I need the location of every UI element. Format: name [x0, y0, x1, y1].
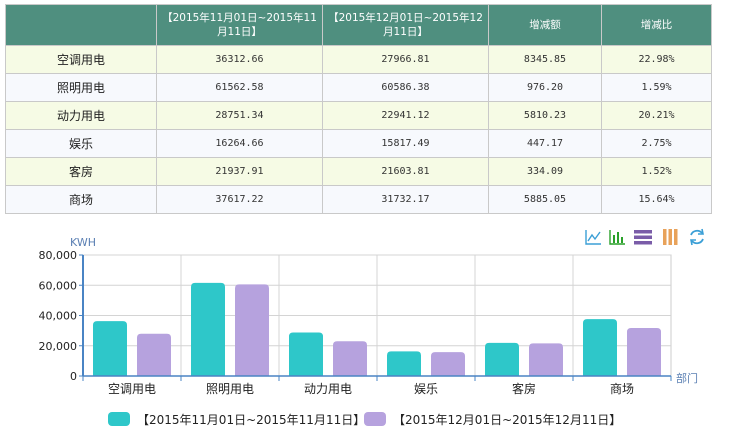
bar[interactable]	[235, 284, 269, 376]
row-category: 空调用电	[5, 45, 157, 74]
row-change-amount: 447.17	[488, 129, 602, 158]
y-tick-label: 40,000	[39, 310, 78, 323]
bar[interactable]	[627, 328, 661, 376]
bar[interactable]	[289, 332, 323, 376]
bar-chart: KWH 部门 0 20,000 40,000 60,000 80,000 空调用电 照明用电…	[39, 228, 704, 427]
legend-label[interactable]: 【2015年12月01日~2015年12月11日】	[393, 413, 621, 427]
bar-chart-icon[interactable]	[609, 229, 625, 245]
y-axis-name: KWH	[70, 236, 96, 249]
row-period-1: 28751.34	[156, 101, 323, 130]
table-row: 动力用电 28751.34 22941.12 5810.23 20.21%	[5, 101, 712, 130]
line-chart-icon[interactable]	[585, 229, 601, 245]
comparison-table: 【2015年11月01日~2015年11月11日】 【2015年12月01日~2…	[5, 4, 712, 214]
legend-swatch[interactable]	[364, 412, 386, 426]
table-row: 商场 37617.22 31732.17 5885.05 15.64%	[5, 185, 712, 214]
y-tick-label: 60,000	[39, 279, 78, 292]
row-change-amount: 5885.05	[488, 185, 602, 214]
row-change-ratio: 2.75%	[601, 129, 712, 158]
row-period-2: 31732.17	[322, 185, 489, 214]
y-tick-label: 0	[70, 370, 77, 383]
table-row: 娱乐 16264.66 15817.49 447.17 2.75%	[5, 129, 712, 158]
row-category: 照明用电	[5, 73, 157, 102]
bar[interactable]	[485, 342, 519, 376]
chart-legend: 【2015年11月01日~2015年11月11日】 【2015年12月01日~20…	[108, 412, 621, 427]
y-tick-label: 80,000	[39, 249, 78, 262]
x-tick-label: 动力用电	[304, 382, 352, 396]
bar[interactable]	[431, 352, 465, 376]
row-period-2: 22941.12	[322, 101, 489, 130]
bar[interactable]	[137, 333, 171, 376]
bar[interactable]	[93, 321, 127, 376]
stack-icon[interactable]	[634, 230, 652, 245]
header-corner	[5, 4, 157, 46]
table-row: 照明用电 61562.58 60586.38 976.20 1.59%	[5, 73, 712, 102]
row-period-1: 16264.66	[156, 129, 323, 158]
row-change-ratio: 15.64%	[601, 185, 712, 214]
chart-axes: 0 20,000 40,000 60,000 80,000 空调用电 照明用电 动力用电 娱乐 客…	[39, 249, 672, 396]
bar[interactable]	[191, 282, 225, 376]
bar[interactable]	[387, 351, 421, 376]
chart-grid	[82, 254, 672, 377]
row-period-2: 27966.81	[322, 45, 489, 74]
row-category: 客房	[5, 157, 157, 186]
header-change-ratio: 增减比	[601, 4, 712, 46]
x-axis-name: 部门	[676, 371, 698, 385]
refresh-icon[interactable]	[690, 228, 704, 246]
x-tick-label: 娱乐	[414, 382, 438, 396]
y-tick-label: 20,000	[39, 340, 78, 353]
x-tick-label: 照明用电	[206, 382, 254, 396]
x-tick-label: 商场	[610, 381, 634, 396]
header-period-2: 【2015年12月01日~2015年12月11日】	[322, 4, 489, 46]
row-change-amount: 5810.23	[488, 101, 602, 130]
header-period-1: 【2015年11月01日~2015年11月11日】	[156, 4, 323, 46]
legend-swatch[interactable]	[108, 412, 130, 426]
legend-label[interactable]: 【2015年11月01日~2015年11月11日】	[137, 413, 365, 427]
bar[interactable]	[529, 343, 563, 376]
x-tick-label: 空调用电	[108, 382, 156, 396]
bar[interactable]	[583, 319, 617, 376]
row-change-ratio: 1.59%	[601, 73, 712, 102]
row-change-amount: 334.09	[488, 157, 602, 186]
row-change-amount: 976.20	[488, 73, 602, 102]
row-category: 娱乐	[5, 129, 157, 158]
tiled-icon[interactable]	[663, 229, 678, 245]
table-header-row: 【2015年11月01日~2015年11月11日】 【2015年12月01日~2…	[5, 4, 712, 46]
chart-toolbar	[585, 228, 704, 246]
row-change-ratio: 20.21%	[601, 101, 712, 130]
table-row: 客房 21937.91 21603.81 334.09 1.52%	[5, 157, 712, 186]
row-category: 商场	[5, 185, 157, 214]
row-period-1: 61562.58	[156, 73, 323, 102]
table-row: 空调用电 36312.66 27966.81 8345.85 22.98%	[5, 45, 712, 74]
row-period-2: 60586.38	[322, 73, 489, 102]
row-period-1: 21937.91	[156, 157, 323, 186]
row-category: 动力用电	[5, 101, 157, 130]
bar[interactable]	[333, 341, 367, 376]
x-tick-label: 客房	[512, 381, 536, 396]
row-period-2: 21603.81	[322, 157, 489, 186]
row-change-amount: 8345.85	[488, 45, 602, 74]
chart-bars	[93, 282, 661, 376]
header-change-amount: 增减额	[488, 4, 602, 46]
row-period-1: 37617.22	[156, 185, 323, 214]
row-period-1: 36312.66	[156, 45, 323, 74]
row-change-ratio: 1.52%	[601, 157, 712, 186]
row-change-ratio: 22.98%	[601, 45, 712, 74]
row-period-2: 15817.49	[322, 129, 489, 158]
